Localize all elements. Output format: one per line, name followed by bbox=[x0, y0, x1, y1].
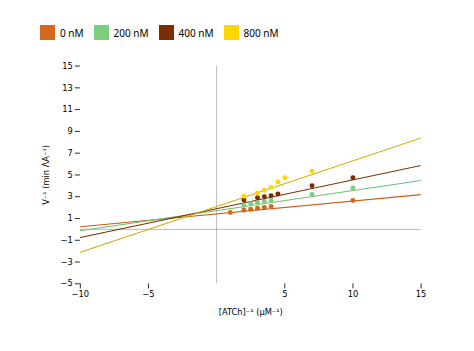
svg-text:[ATCh]⁻¹ (μM⁻¹): [ATCh]⁻¹ (μM⁻¹) bbox=[219, 307, 283, 317]
svg-text:5: 5 bbox=[68, 170, 73, 180]
svg-text:9: 9 bbox=[68, 126, 73, 136]
svg-text:−1: −1 bbox=[61, 235, 73, 245]
svg-text:−10: −10 bbox=[72, 289, 90, 299]
html-text:800 nM: 800 nM bbox=[243, 25, 279, 40]
svg-text:15: 15 bbox=[62, 61, 73, 71]
svg-text:−3: −3 bbox=[61, 257, 73, 267]
svg-text:1: 1 bbox=[68, 213, 73, 223]
svg-text:V⁻¹ (min ΛA⁻¹): V⁻¹ (min ΛA⁻¹) bbox=[41, 145, 51, 205]
svg-text:5: 5 bbox=[282, 289, 287, 299]
svg-text:10: 10 bbox=[348, 289, 359, 299]
svg-text:−5: −5 bbox=[61, 278, 73, 288]
svg-text:11: 11 bbox=[62, 104, 73, 114]
html-text:400 nM: 400 nM bbox=[178, 25, 214, 40]
html-text:200 nM: 200 nM bbox=[113, 25, 149, 40]
html-text:0 nM: 0 nM bbox=[60, 25, 84, 40]
svg-text:7: 7 bbox=[68, 148, 73, 158]
svg-text:13: 13 bbox=[62, 82, 73, 92]
svg-text:15: 15 bbox=[416, 289, 427, 299]
svg-text:3: 3 bbox=[68, 191, 73, 201]
svg-text:−5: −5 bbox=[142, 289, 154, 299]
